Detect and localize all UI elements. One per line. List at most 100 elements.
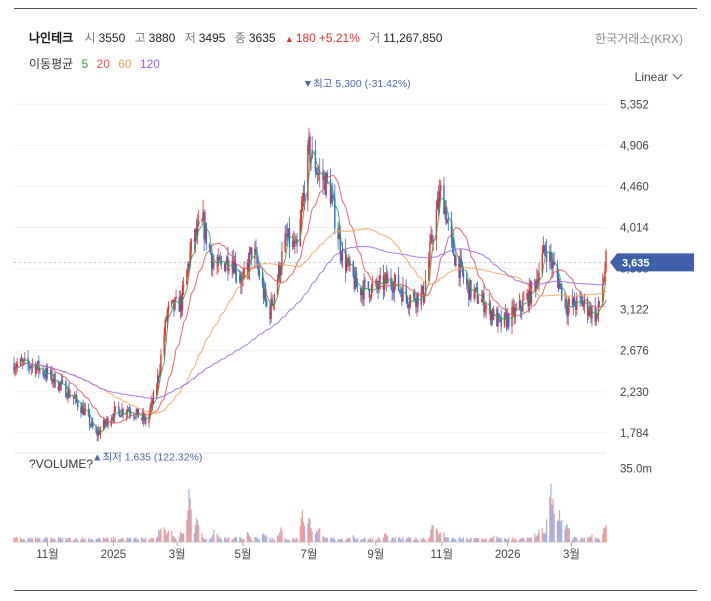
volume-bar [111,539,113,542]
candle-body [208,244,211,248]
candle-body [468,283,470,301]
high-annotation: ▼최고 5,300 (-31.42%) [303,78,411,90]
candle-body [133,414,135,418]
volume-bar [326,538,328,542]
candle-body [565,299,567,310]
candle-body [83,408,85,415]
candle-body [219,259,222,261]
volume-bar [224,537,226,542]
candle-body [473,290,475,298]
volume-bar [65,537,67,542]
candle-body [315,171,318,174]
candle-body [416,293,418,307]
volume-bar [422,537,425,542]
ma-20[interactable]: 20 [96,57,110,71]
volume-bar [345,540,347,542]
candle-body [105,422,107,425]
volume-bar [303,525,306,542]
candle-body [188,263,190,267]
ma-60[interactable]: 60 [118,57,132,71]
candle-body [542,245,545,254]
date-axis: 11월 2025 3월 5월 7월 9월 11월 2026 3월 [36,542,580,561]
volume-bar [340,538,342,542]
volume-bar [591,534,593,542]
volume-bar [137,538,139,542]
volume-bar [292,538,294,542]
candle-body [97,430,99,436]
volume-bar [262,533,265,542]
candle-body [61,380,64,382]
volume-bar [35,537,37,542]
volume-bar [287,539,289,542]
candle-body [164,319,166,336]
volume-bar [325,538,327,542]
candle-body [604,270,606,279]
candle-body [77,401,79,408]
candle-body [484,308,486,313]
volume-bar [27,537,29,542]
candle-body [112,417,115,419]
volume-bar [226,539,228,542]
volume-bar [19,537,22,542]
scale-selector[interactable]: Linear [635,69,683,84]
volume-bar [521,537,523,542]
x-tick-label: 11월 [36,548,59,561]
candle-body [58,382,61,390]
candle-body [235,274,238,276]
volume-bar [588,537,590,542]
volume-bar [243,538,245,542]
candle-body [119,410,121,418]
volume-bar [522,537,524,542]
candle-body [294,241,296,247]
candle-body [330,195,333,204]
volume-bar [37,537,39,542]
candle-body [382,275,385,290]
y-tick-label: 2,230 [620,387,649,399]
volume-bar [443,532,445,542]
volume-value: 11,267,850 [383,31,443,45]
volume-bar [401,539,403,542]
candle-body [273,294,276,304]
x-tick-label: 7월 [300,548,317,561]
ma-5[interactable]: 5 [81,57,89,71]
volume-bar [514,538,516,542]
volume-bar [364,537,366,542]
volume-bar [148,538,150,542]
volume-bar [269,537,271,542]
volume-bar [551,504,553,542]
volume-bar [369,537,372,542]
volume-bar [76,538,78,542]
volume-bar [534,533,536,542]
volume-bar [80,539,82,542]
volume-bar [120,538,122,542]
volume-bar [201,532,203,542]
candle-body [254,248,256,259]
volume-bar [416,539,418,542]
candle-body [406,296,408,305]
volume-bar [339,539,341,542]
high-value: 3880 [148,31,176,45]
volume-bar [349,538,351,542]
candle-body [341,249,344,261]
volume-bar [587,537,589,542]
candle-body [39,368,41,371]
volume-bar [361,539,363,542]
candle-body [73,397,76,399]
candle-body [581,299,583,307]
volume-bar [257,539,259,542]
ma-legend-title: 이동평균 [29,57,74,71]
candle-body [367,281,370,290]
volume-bar [508,537,510,542]
volume-bar [15,537,17,542]
candle-body [286,234,289,238]
candle-body [284,233,286,252]
volume-bar [566,524,568,542]
candle-body [402,285,404,302]
volume-bar [105,538,107,542]
candle-body [82,405,84,415]
candle-body [28,363,30,367]
volume-bar [149,539,151,542]
candle-body [474,287,476,291]
ma-120[interactable]: 120 [139,57,160,71]
